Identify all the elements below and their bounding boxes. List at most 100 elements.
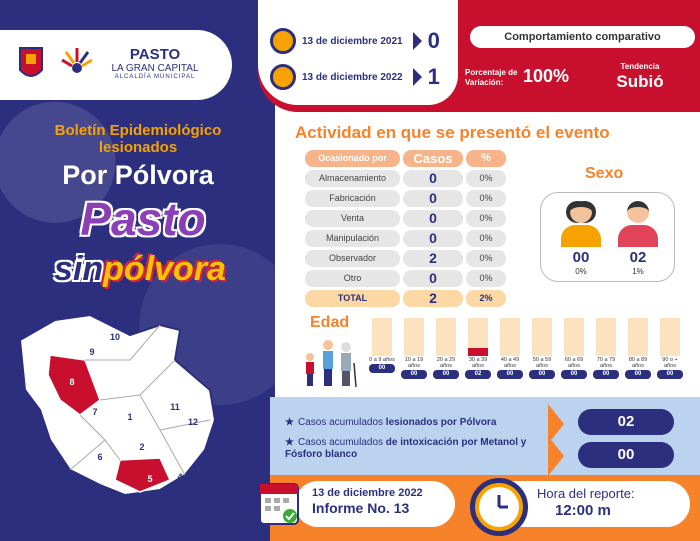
age-bar: [372, 318, 392, 356]
clock-icon: [470, 478, 528, 536]
row-pct: 0%: [466, 190, 506, 207]
age-count: 00: [561, 370, 587, 379]
age-group: 30 a 39 años 02: [464, 318, 492, 379]
date-panel: [258, 0, 458, 105]
table-row: Almacenamiento 0 0%: [305, 170, 520, 187]
comparison-header: 13 de diciembre 2021 0 13 de diciembre 2…: [258, 0, 700, 112]
commune-6-num: 6: [97, 452, 102, 462]
family-icon: [306, 340, 357, 388]
variation-label: Porcentaje de Variación:: [465, 68, 518, 87]
age-group: 90 o + años 00: [656, 318, 684, 379]
campaign-polvora: pólvora: [103, 250, 226, 288]
pasto-crest-icon: [19, 47, 43, 77]
age-bar-fill: [468, 348, 488, 356]
commune-9-num: 9: [89, 347, 94, 357]
sex-box: 00 0% 02 1%: [540, 192, 675, 282]
title-line1: Boletín Epidemiológico: [54, 122, 222, 139]
age-bar: [596, 318, 616, 356]
report-hour-label: Hora del reporte:: [537, 486, 635, 501]
campaign-pasto: Pasto: [80, 193, 206, 245]
commune-7-num: 7: [92, 407, 97, 417]
age-group: 40 a 49 años 00: [496, 318, 524, 379]
office-name: ALCALDÍA MUNICIPAL: [114, 74, 196, 80]
commune-3-num: 3: [207, 447, 212, 457]
age-group: 70 a 79 años 00: [592, 318, 620, 379]
row-pct: 0%: [466, 210, 506, 227]
age-bar: [436, 318, 456, 356]
col-pct: %: [466, 150, 506, 167]
total-pct: 2%: [466, 290, 506, 307]
row-cases: 0: [403, 170, 463, 187]
col-cause: Ocasionado por: [305, 150, 400, 167]
cumulative-intox-prefix: Casos acumulados: [297, 437, 386, 448]
row-cause: Manipulación: [305, 230, 400, 247]
age-label: 20 a 29 años: [436, 357, 456, 369]
age-group: 0 a 9 años 00: [368, 318, 396, 373]
cumulative-intox-value: 00: [578, 442, 674, 468]
campaign-sin-polvora: sinpólvora: [40, 250, 240, 289]
age-label: 50 a 59 años: [532, 357, 552, 369]
arrow-right-icon: [412, 32, 422, 50]
chevron-right-icon: [548, 404, 564, 444]
age-label: 0 a 9 años: [369, 357, 395, 363]
age-bar: [660, 318, 680, 356]
age-label: 40 a 49 años: [500, 357, 520, 369]
table-header: Ocasionado por Casos %: [305, 150, 520, 167]
row-cases: 2: [403, 250, 463, 267]
total-label: TOTAL: [305, 290, 400, 307]
col-cases: Casos: [403, 150, 463, 167]
trend-label: Tendencia: [620, 62, 660, 71]
cumulative-injured-text: lesionados por Pólvora: [385, 417, 497, 428]
table-total-row: TOTAL 2 2%: [305, 290, 520, 307]
trend-value: Subió: [616, 72, 664, 91]
variation-value: 100%: [523, 66, 570, 86]
report-hour: 12:00 m: [555, 502, 611, 519]
comparison-row-2021: 13 de diciembre 2021 0: [270, 26, 470, 56]
report-info-box: [295, 481, 455, 527]
row-cause: Venta: [305, 210, 400, 227]
row-pct: 0%: [466, 270, 506, 287]
commune-5-num: 5: [147, 474, 152, 484]
arrow-right-icon: [412, 68, 422, 86]
title-main: Por Pólvora: [62, 160, 214, 190]
age-label: 30 a 39 años: [468, 357, 488, 369]
commune-1-num: 1: [127, 412, 132, 422]
title-line2: lesionados: [98, 139, 178, 156]
row-cases: 0: [403, 270, 463, 287]
age-count: 02: [465, 370, 491, 379]
age-label: 70 a 79 años: [596, 357, 616, 369]
row-cause: Fabricación: [305, 190, 400, 207]
table-row: Manipulación 0 0%: [305, 230, 520, 247]
comparison-value: 1: [427, 64, 440, 89]
age-count: 00: [497, 370, 523, 379]
female-icon: [559, 201, 603, 249]
age-bars: 0 a 9 años 00 10 a 19 años 00 20 a 29 años 00…: [368, 318, 686, 384]
cumulative-intox-text: de intoxicación por Metanol y Fósforo bl…: [285, 437, 527, 460]
cumulative-intox-label: ★ Casos acumulados de intoxicación por Me…: [285, 437, 555, 461]
age-bar: [500, 318, 520, 356]
table-row: Venta 0 0%: [305, 210, 520, 227]
row-cause: Otro: [305, 270, 400, 287]
cumulative-injured-prefix: Casos acumulados: [297, 417, 386, 428]
age-group: 20 a 29 años 00: [432, 318, 460, 379]
commune-11-num: 11: [170, 402, 180, 412]
row-cause: Observador: [305, 250, 400, 267]
row-pct: 0%: [466, 230, 506, 247]
age-count: 00: [433, 370, 459, 379]
stopwatch-icon: [270, 28, 296, 54]
alcaldia-logo-icon: [61, 48, 93, 73]
age-group: 80 a 89 años 00: [624, 318, 652, 379]
commune-8-num: 8: [69, 377, 74, 387]
comparison-date: 13 de diciembre 2022: [302, 71, 403, 83]
activity-table: Ocasionado por Casos % Almacenamiento 0 0%…: [305, 150, 520, 310]
table-row: Observador 2 0%: [305, 250, 520, 267]
commune-map: 10 9 8 7 1 12 6 2 3 4 5 11: [18, 313, 217, 497]
age-bar: [628, 318, 648, 356]
age-group: 50 a 59 años 00: [528, 318, 556, 379]
report-date: 13 de diciembre 2022: [312, 487, 423, 499]
bulletin-title: Boletín Epidemiológico lesionados: [18, 122, 258, 156]
commune-5-area: [114, 457, 172, 493]
row-pct: 0%: [466, 250, 506, 267]
city-tagline: LA GRAN CAPITAL: [111, 63, 199, 74]
age-bar: [404, 318, 424, 356]
